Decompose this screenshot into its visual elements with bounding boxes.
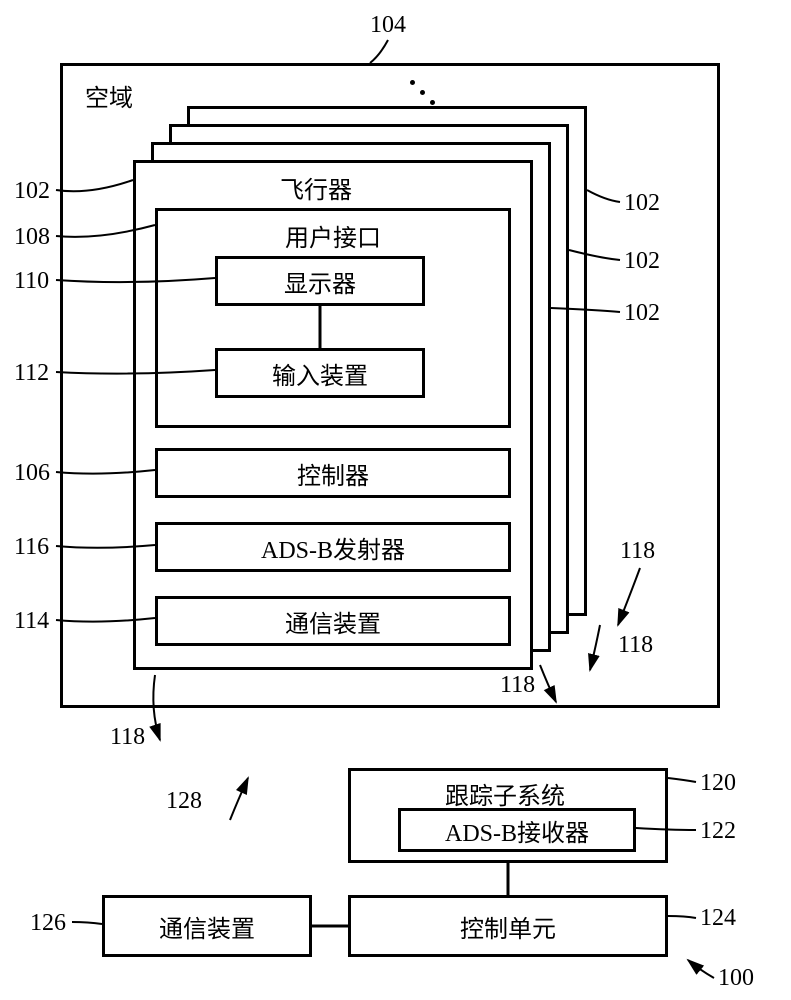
ref-118: 118 — [110, 724, 145, 751]
ref-108: 108 — [14, 224, 50, 251]
tracking-subsystem-title: 跟踪子系统 — [445, 776, 565, 811]
ref-128: 128 — [166, 788, 202, 815]
ref-114: 114 — [14, 608, 49, 635]
control-unit-box: 控制单元 — [348, 895, 668, 957]
comm-device-label: 通信装置 — [285, 604, 381, 639]
comm-device2-label: 通信装置 — [159, 909, 255, 944]
control-unit-label: 控制单元 — [460, 909, 556, 944]
ellipsis-dot — [420, 90, 425, 95]
ref-118: 118 — [618, 632, 653, 659]
controller-label: 控制器 — [297, 456, 369, 491]
ref-124: 124 — [700, 905, 736, 932]
ellipsis-dot — [430, 100, 435, 105]
adsb-rx-box: ADS-B接收器 — [398, 808, 636, 852]
input-device-box: 输入装置 — [215, 348, 425, 398]
ref-100: 100 — [718, 965, 754, 992]
ellipsis-dot — [410, 80, 415, 85]
ref-118: 118 — [620, 538, 655, 565]
ref-116: 116 — [14, 534, 49, 561]
adsb-tx-label: ADS-B发射器 — [261, 530, 405, 565]
ref-106: 106 — [14, 460, 50, 487]
display-box: 显示器 — [215, 256, 425, 306]
ref-102: 102 — [624, 190, 660, 217]
ref-112: 112 — [14, 360, 49, 387]
adsb-tx-box: ADS-B发射器 — [155, 522, 511, 572]
input-device-label: 输入装置 — [272, 356, 368, 391]
controller-box: 控制器 — [155, 448, 511, 498]
adsb-rx-label: ADS-B接收器 — [445, 813, 589, 848]
ref-104: 104 — [370, 12, 406, 39]
comm-device2-box: 通信装置 — [102, 895, 312, 957]
comm-device-box: 通信装置 — [155, 596, 511, 646]
ref-102: 102 — [624, 300, 660, 327]
ref-118: 118 — [500, 672, 535, 699]
display-label: 显示器 — [284, 264, 356, 299]
ref-102: 102 — [14, 178, 50, 205]
ref-122: 122 — [700, 818, 736, 845]
aircraft-title: 飞行器 — [280, 170, 352, 205]
ref-102: 102 — [624, 248, 660, 275]
ref-110: 110 — [14, 268, 49, 295]
ref-120: 120 — [700, 770, 736, 797]
airspace-label: 空域 — [85, 78, 133, 113]
ref-126: 126 — [30, 910, 66, 937]
user-interface-title: 用户接口 — [285, 218, 381, 253]
